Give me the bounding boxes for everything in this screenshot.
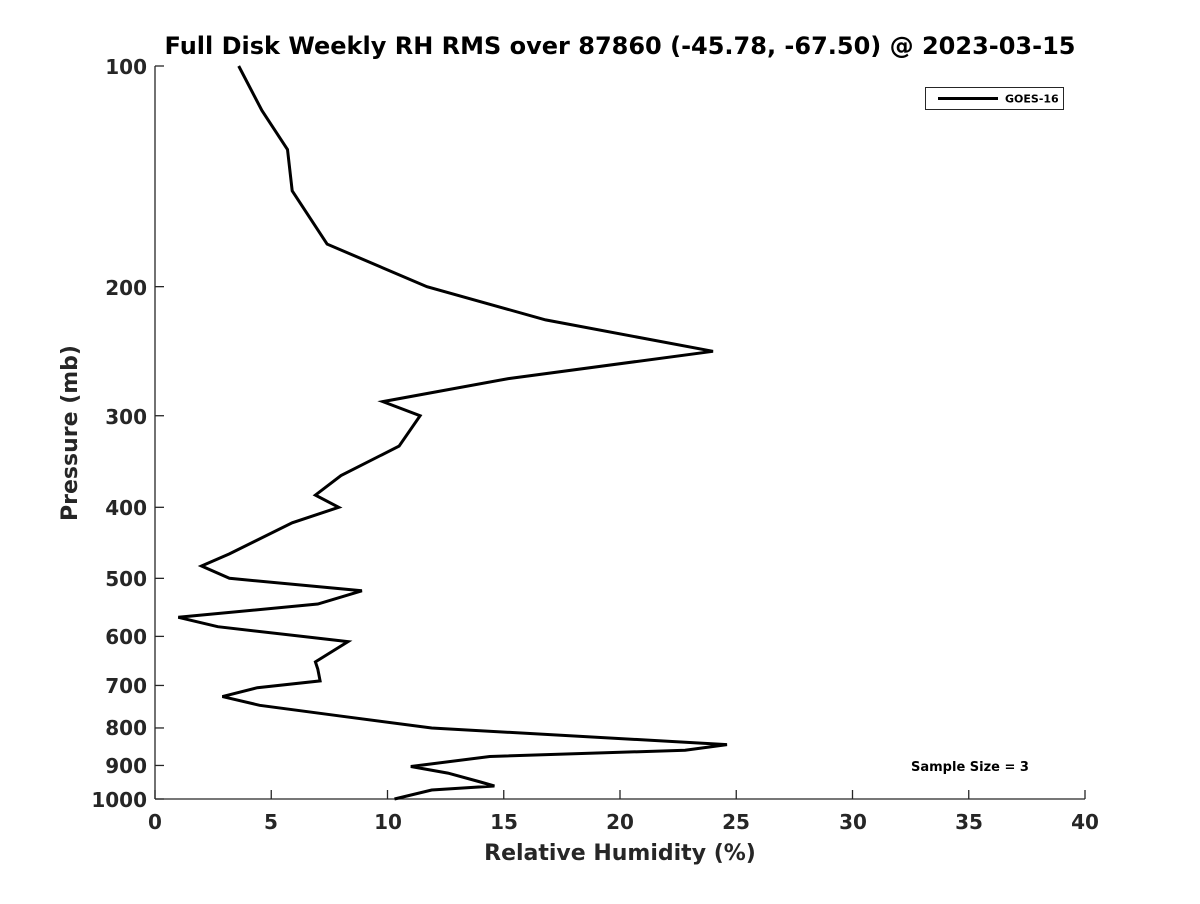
y-axis: 100 200 300 400 500 600 700 800 900 1000… [58,55,164,812]
x-tick-label: 5 [264,810,278,834]
x-tick-label: 30 [839,810,867,834]
y-axis-label: Pressure (mb) [58,345,83,521]
y-tick-label: 100 [105,55,147,79]
y-tick-label: 500 [105,567,147,591]
sample-size-annotation: Sample Size = 3 [911,760,1029,775]
x-axis: 0 5 10 15 20 25 30 35 40 Relative Humidi… [148,790,1099,866]
x-axis-label: Relative Humidity (%) [484,841,756,866]
y-tick-marks [155,65,164,800]
y-tick-label: 800 [105,716,147,740]
y-tick-label: 200 [105,276,147,300]
y-tick-label: 300 [105,405,147,429]
x-tick-marks [154,790,1086,799]
x-tick-label: 35 [955,810,983,834]
x-tick-label: 20 [606,810,634,834]
legend: GOES-16 [925,87,1064,110]
chart-title: Full Disk Weekly RH RMS over 87860 (-45.… [165,32,1076,60]
y-tick-label: 400 [105,496,147,520]
x-tick-label: 40 [1071,810,1099,834]
y-tick-label: 1000 [91,788,147,812]
x-tick-label: 10 [374,810,402,834]
y-tick-label: 600 [105,625,147,649]
x-tick-label: 25 [722,810,750,834]
x-tick-label: 15 [490,810,518,834]
legend-label: GOES-16 [1005,93,1059,106]
y-tick-label: 900 [105,754,147,778]
x-tick-label: 0 [148,810,162,834]
series-line-goes-16 [177,65,728,801]
y-tick-label: 700 [105,674,147,698]
